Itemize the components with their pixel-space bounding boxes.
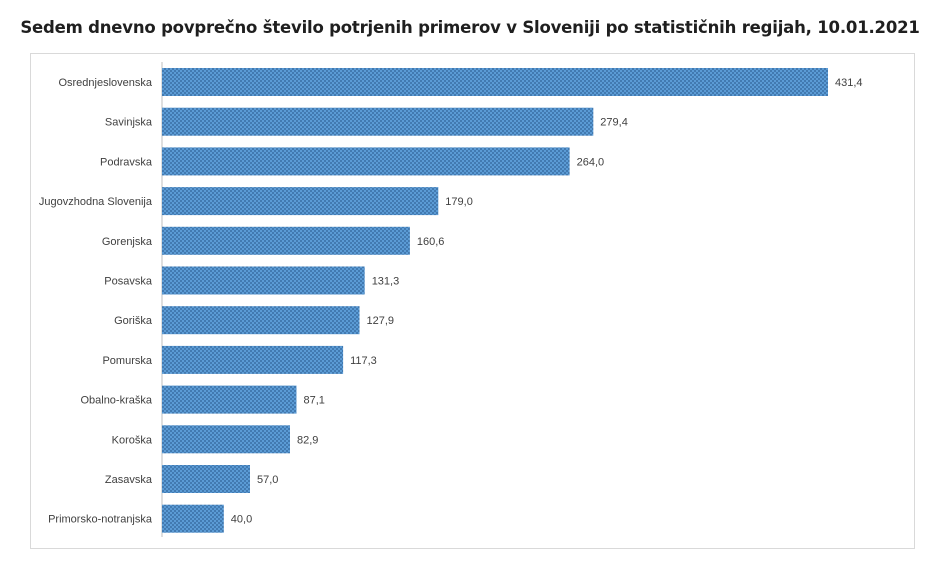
category-label: Koroška <box>112 434 153 446</box>
chart-title: Sedem dnevno povprečno število potrjenih… <box>20 18 920 37</box>
category-label: Pomurska <box>102 355 152 367</box>
value-label: 264,0 <box>577 156 605 168</box>
category-label: Podravska <box>100 156 153 168</box>
value-label: 179,0 <box>445 196 473 208</box>
bar <box>162 306 360 335</box>
bar <box>162 107 594 136</box>
bar <box>162 385 297 414</box>
value-label: 57,0 <box>257 474 278 486</box>
value-label: 279,4 <box>600 117 628 129</box>
bar <box>162 266 365 295</box>
bar <box>162 187 439 216</box>
bar <box>162 68 828 96</box>
category-label: Posavska <box>104 276 153 288</box>
category-label: Savinjska <box>105 117 153 129</box>
category-label: Osrednjeslovenska <box>58 77 152 89</box>
bars-group: Osrednjeslovenska 431,4 Savinjska 279,4 Podr… <box>39 68 863 533</box>
value-label: 87,1 <box>304 395 325 407</box>
value-label: 431,4 <box>835 77 863 89</box>
category-label: Zasavska <box>105 474 153 486</box>
bar <box>162 226 410 255</box>
category-label: Primorsko-notranjska <box>48 514 153 526</box>
category-label: Jugovzhodna Slovenija <box>39 196 153 208</box>
category-label: Obalno-kraška <box>80 395 152 407</box>
value-label: 131,3 <box>372 276 400 288</box>
value-label: 40,0 <box>231 514 252 526</box>
bar <box>162 465 250 493</box>
value-label: 160,6 <box>417 236 445 248</box>
bar <box>162 425 290 454</box>
value-label: 82,9 <box>297 434 318 446</box>
value-label: 127,9 <box>367 315 395 327</box>
category-label: Gorenjska <box>102 236 153 248</box>
category-label: Goriška <box>114 315 153 327</box>
value-label: 117,3 <box>350 355 377 367</box>
plot-area-frame <box>30 53 915 549</box>
bar <box>162 504 224 533</box>
bar <box>162 345 344 374</box>
bar <box>162 147 570 176</box>
